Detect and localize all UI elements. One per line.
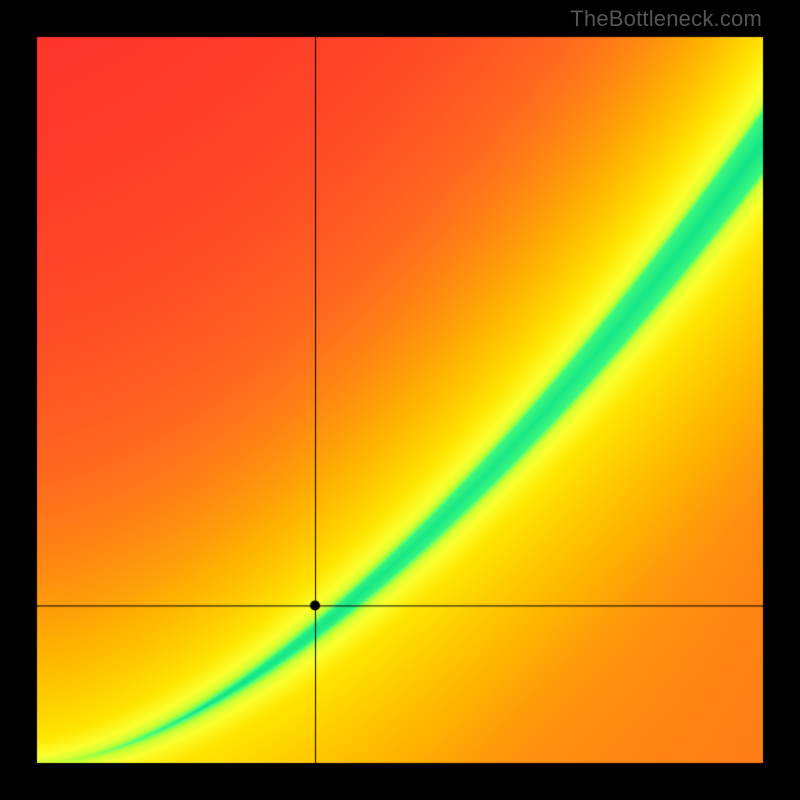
heatmap-canvas xyxy=(0,0,800,800)
chart-container: TheBottleneck.com xyxy=(0,0,800,800)
watermark-text: TheBottleneck.com xyxy=(570,6,762,32)
